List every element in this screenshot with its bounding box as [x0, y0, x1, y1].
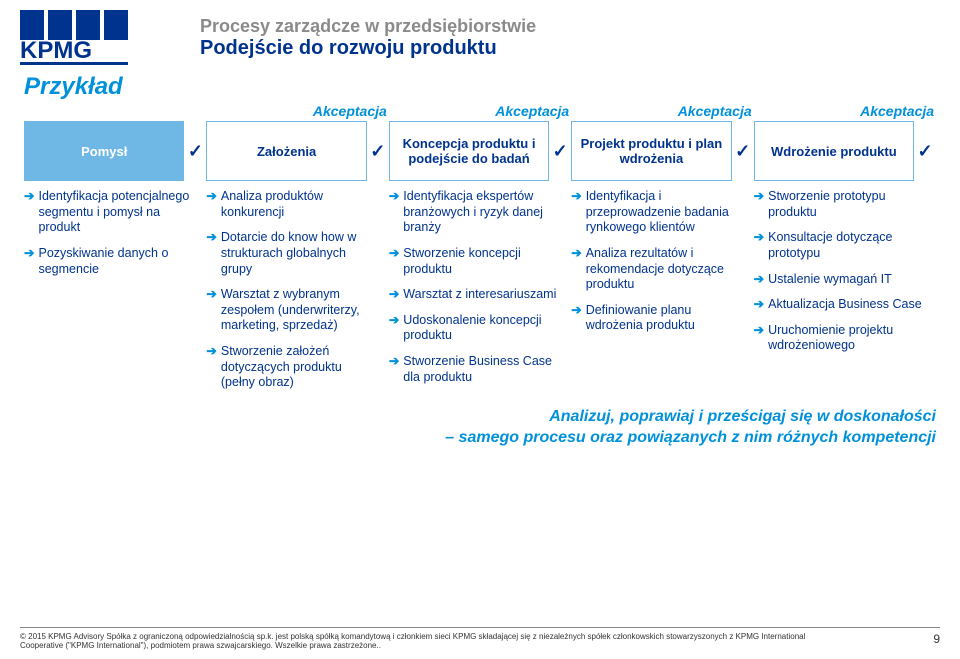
bullet-text: Definiowanie planu wdrożenia produktu [586, 303, 744, 334]
bullet-text: Ustalenie wymagań IT [768, 272, 892, 288]
bullet-item: ➔Stworzenie prototypu produktu [754, 189, 926, 220]
bullet-item: ➔Warsztat z interesariuszami [389, 287, 561, 303]
bullet-item: ➔Stworzenie Business Case dla produktu [389, 354, 561, 385]
check-icon: ✓ [914, 141, 936, 162]
arrow-icon: ➔ [754, 323, 764, 354]
bullet-text: Stworzenie założeń dotyczących produktu … [221, 344, 379, 391]
bullet-text: Identyfikacja potencjalnego segmentu i p… [38, 189, 196, 236]
slide-title: Podejście do rozwoju produktu [200, 37, 536, 60]
accept-label: Akceptacja [206, 103, 388, 119]
arrow-icon: ➔ [24, 189, 34, 236]
bullet-text: Stworzenie prototypu produktu [768, 189, 926, 220]
arrow-icon: ➔ [389, 246, 399, 277]
accept-label: Akceptacja [754, 103, 936, 119]
callout: Analizuj, poprawiaj i prześcigaj się w d… [24, 407, 936, 449]
bullet-item: ➔Warsztat z wybranym zespołem (underwrit… [206, 287, 378, 334]
bullet-item: ➔Identyfikacja ekspertów branżowych i ry… [389, 189, 561, 236]
check-icon: ✓ [184, 141, 206, 162]
callout-line-1: Analizuj, poprawiaj i prześcigaj się w d… [24, 407, 936, 428]
bullet-text: Warsztat z interesariuszami [403, 287, 556, 303]
stage-col: Pomysł✓ [24, 121, 206, 181]
check-icon: ✓ [732, 141, 754, 162]
bullets-row: ➔Identyfikacja potencjalnego segmentu i … [0, 181, 960, 401]
bullet-text: Warsztat z wybranym zespołem (underwrite… [221, 287, 379, 334]
stage-col: Koncepcja produktu i podejście do badań✓ [389, 121, 571, 181]
check-icon: ✓ [367, 141, 389, 162]
bullet-text: Identyfikacja i przeprowadzenie badania … [586, 189, 744, 236]
arrow-icon: ➔ [754, 230, 764, 261]
bullet-item: ➔Analiza produktów konkurencji [206, 189, 378, 220]
bullet-item: ➔Ustalenie wymagań IT [754, 272, 926, 288]
arrow-icon: ➔ [571, 303, 581, 334]
process-stages: AkceptacjaAkceptacjaAkceptacjaAkceptacja… [0, 103, 960, 181]
arrow-icon: ➔ [754, 189, 764, 220]
check-icon: ✓ [549, 141, 571, 162]
bullet-item: ➔Definiowanie planu wdrożenia produktu [571, 303, 743, 334]
arrow-icon: ➔ [571, 189, 581, 236]
callout-line-2: – samego procesu oraz powiązanych z nim … [24, 428, 936, 449]
bullets-col: ➔Identyfikacja ekspertów branżowych i ry… [389, 189, 571, 401]
arrow-icon: ➔ [206, 344, 216, 391]
bullet-item: ➔Stworzenie założeń dotyczących produktu… [206, 344, 378, 391]
bullet-text: Dotarcie do know how w strukturach globa… [221, 230, 379, 277]
arrow-icon: ➔ [206, 189, 216, 220]
bullet-item: ➔Identyfikacja i przeprowadzenie badania… [571, 189, 743, 236]
bullet-item: ➔Dotarcie do know how w strukturach glob… [206, 230, 378, 277]
stage-box: Wdrożenie produktu [754, 121, 914, 181]
stage-col: Założenia✓ [206, 121, 388, 181]
footer: © 2015 KPMG Advisory Spółka z ograniczon… [20, 627, 940, 651]
example-label: Przykład [24, 73, 960, 101]
stage-box: Pomysł [24, 121, 184, 181]
bullet-text: Konsultacje dotyczące prototypu [768, 230, 926, 261]
bullet-item: ➔Identyfikacja potencjalnego segmentu i … [24, 189, 196, 236]
bullet-item: ➔Stworzenie koncepcji produktu [389, 246, 561, 277]
bullet-text: Stworzenie koncepcji produktu [403, 246, 561, 277]
bullets-col: ➔Identyfikacja i przeprowadzenie badania… [571, 189, 753, 401]
bullet-item: ➔Udoskonalenie koncepcji produktu [389, 313, 561, 344]
page-number: 9 [933, 632, 940, 646]
footer-copyright: © 2015 KPMG Advisory Spółka z ograniczon… [20, 632, 840, 651]
bullet-text: Identyfikacja ekspertów branżowych i ryz… [403, 189, 561, 236]
accept-row: AkceptacjaAkceptacjaAkceptacjaAkceptacja… [24, 103, 936, 119]
stage-row: Pomysł✓Założenia✓Koncepcja produktu i po… [24, 121, 936, 181]
arrow-icon: ➔ [754, 297, 764, 313]
bullet-item: ➔Aktualizacja Business Case [754, 297, 926, 313]
bullet-text: Udoskonalenie koncepcji produktu [403, 313, 561, 344]
accept-label: Akceptacja [571, 103, 753, 119]
header: KPMG Procesy zarządcze w przedsiębiorstw… [0, 0, 960, 65]
bullet-item: ➔Konsultacje dotyczące prototypu [754, 230, 926, 261]
arrow-icon: ➔ [206, 230, 216, 277]
bullets-col: ➔Analiza produktów konkurencji➔Dotarcie … [206, 189, 388, 401]
bullet-item: ➔Uruchomienie projektu wdrożeniowego [754, 323, 926, 354]
bullet-text: Pozyskiwanie danych o segmencie [38, 246, 196, 277]
bullet-text: Uruchomienie projektu wdrożeniowego [768, 323, 926, 354]
slide-subtitle: Procesy zarządcze w przedsiębiorstwie [200, 16, 536, 37]
bullets-col: ➔Stworzenie prototypu produktu➔Konsultac… [754, 189, 936, 401]
bullet-item: ➔Pozyskiwanie danych o segmencie [24, 246, 196, 277]
bullet-text: Analiza produktów konkurencji [221, 189, 379, 220]
bullet-text: Aktualizacja Business Case [768, 297, 922, 313]
accept-label: Akceptacja [389, 103, 571, 119]
stage-col: Projekt produktu i plan wdrożenia✓ [571, 121, 753, 181]
bullet-text: Stworzenie Business Case dla produktu [403, 354, 561, 385]
bullet-text: Analiza rezultatów i rekomendacje dotycz… [586, 246, 744, 293]
stage-box: Projekt produktu i plan wdrożenia [571, 121, 731, 181]
svg-text:KPMG: KPMG [20, 37, 92, 64]
arrow-icon: ➔ [754, 272, 764, 288]
arrow-icon: ➔ [389, 313, 399, 344]
stage-col: Wdrożenie produktu✓ [754, 121, 936, 181]
bullet-item: ➔Analiza rezultatów i rekomendacje dotyc… [571, 246, 743, 293]
kpmg-logo: KPMG [20, 10, 150, 65]
stage-box: Koncepcja produktu i podejście do badań [389, 121, 549, 181]
slide: KPMG Procesy zarządcze w przedsiębiorstw… [0, 0, 960, 659]
arrow-icon: ➔ [206, 287, 216, 334]
bullets-col: ➔Identyfikacja potencjalnego segmentu i … [24, 189, 206, 401]
arrow-icon: ➔ [389, 287, 399, 303]
stage-box: Założenia [206, 121, 366, 181]
arrow-icon: ➔ [389, 354, 399, 385]
arrow-icon: ➔ [571, 246, 581, 293]
title-block: Procesy zarządcze w przedsiębiorstwie Po… [200, 16, 536, 60]
arrow-icon: ➔ [24, 246, 34, 277]
arrow-icon: ➔ [389, 189, 399, 236]
